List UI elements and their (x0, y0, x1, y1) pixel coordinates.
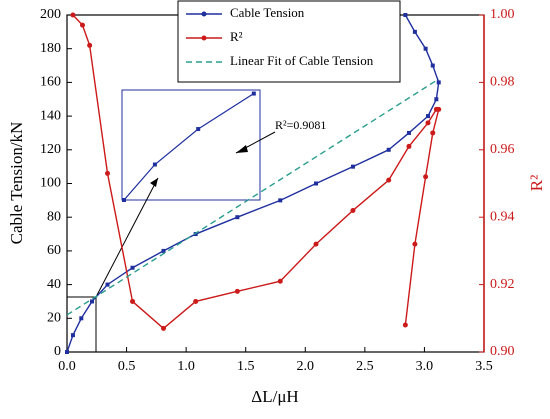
marker (436, 106, 442, 112)
y2-tick-label: 0.92 (490, 277, 515, 292)
y2-tick-label: 0.96 (490, 142, 515, 157)
marker (87, 42, 93, 48)
marker (430, 130, 436, 136)
x-tick-label: 3.0 (416, 359, 434, 374)
marker (161, 325, 167, 331)
y-tick-label: 40 (47, 277, 61, 292)
marker (90, 299, 95, 304)
annotation: R²=0.9081 (275, 118, 326, 132)
marker (350, 164, 355, 169)
y-tick-label: 20 (47, 311, 61, 326)
marker (105, 170, 111, 176)
x-tick-label: 2.5 (356, 359, 374, 374)
y-tick-label: 120 (40, 142, 61, 157)
marker (235, 215, 240, 220)
marker (412, 29, 417, 34)
x-tick-label: 0.0 (58, 359, 76, 374)
marker (130, 265, 135, 270)
marker (406, 130, 411, 135)
marker (313, 241, 319, 247)
marker (278, 198, 283, 203)
marker (430, 63, 435, 68)
inset-line (123, 93, 255, 201)
y-tick-label: 0 (54, 344, 61, 359)
arrow-head (236, 145, 248, 153)
arrow-head (150, 178, 158, 187)
inset-marker (196, 127, 201, 132)
inset-marker (251, 91, 256, 96)
y-tick-label: 200 (40, 7, 61, 22)
series-line (72, 14, 440, 330)
marker (314, 181, 319, 186)
series-line (66, 78, 440, 316)
marker (406, 143, 412, 149)
marker (403, 13, 408, 17)
x-axis-label: ΔL/μH (251, 387, 298, 406)
marker (425, 120, 431, 126)
marker (193, 298, 199, 304)
marker (436, 80, 441, 85)
y-tick-label: 160 (40, 75, 61, 90)
x-tick-label: 0.5 (118, 359, 136, 374)
marker (386, 147, 391, 152)
marker (105, 282, 110, 287)
marker (277, 278, 283, 284)
marker (70, 12, 76, 18)
inset-frame (121, 89, 261, 201)
marker (79, 22, 85, 28)
y2-tick-label: 0.90 (490, 344, 515, 359)
y-tick-label: 80 (47, 209, 61, 224)
marker (412, 241, 418, 247)
marker (79, 316, 84, 321)
legend-marker (201, 35, 207, 41)
zoom-box (66, 296, 97, 353)
legend-label: Linear Fit of Cable Tension (230, 53, 374, 68)
marker (130, 298, 136, 304)
y2-tick-label: 0.94 (490, 209, 515, 224)
marker (426, 114, 431, 119)
zoom-arrow (95, 177, 159, 298)
y-tick-label: 140 (40, 108, 61, 123)
marker (386, 177, 392, 183)
marker (350, 207, 356, 213)
y-tick-label: 100 (40, 176, 61, 191)
x-tick-label: 2.0 (297, 359, 315, 374)
y2-axis-label: R² (527, 175, 546, 191)
y-tick-label: 180 (40, 41, 61, 56)
x-tick-label: 1.0 (177, 359, 195, 374)
y-tick-label: 60 (47, 243, 61, 258)
legend-label: R² (230, 29, 243, 44)
x-tick-label: 3.5 (475, 359, 493, 374)
marker (423, 46, 428, 51)
marker (65, 350, 69, 354)
marker (434, 97, 439, 102)
x-tick-label: 1.5 (237, 359, 255, 374)
legend-label: Cable Tension (230, 5, 305, 20)
marker (423, 174, 429, 180)
y2-tick-label: 1.00 (490, 7, 515, 22)
inset-marker (122, 198, 126, 202)
marker (70, 333, 75, 338)
inset-marker (152, 162, 157, 167)
marker (161, 248, 166, 253)
legend-marker (201, 11, 207, 17)
y2-tick-label: 0.98 (490, 75, 515, 90)
marker (234, 288, 240, 294)
y-axis-label: Cable Tension/kN (7, 122, 26, 245)
marker (402, 322, 408, 328)
